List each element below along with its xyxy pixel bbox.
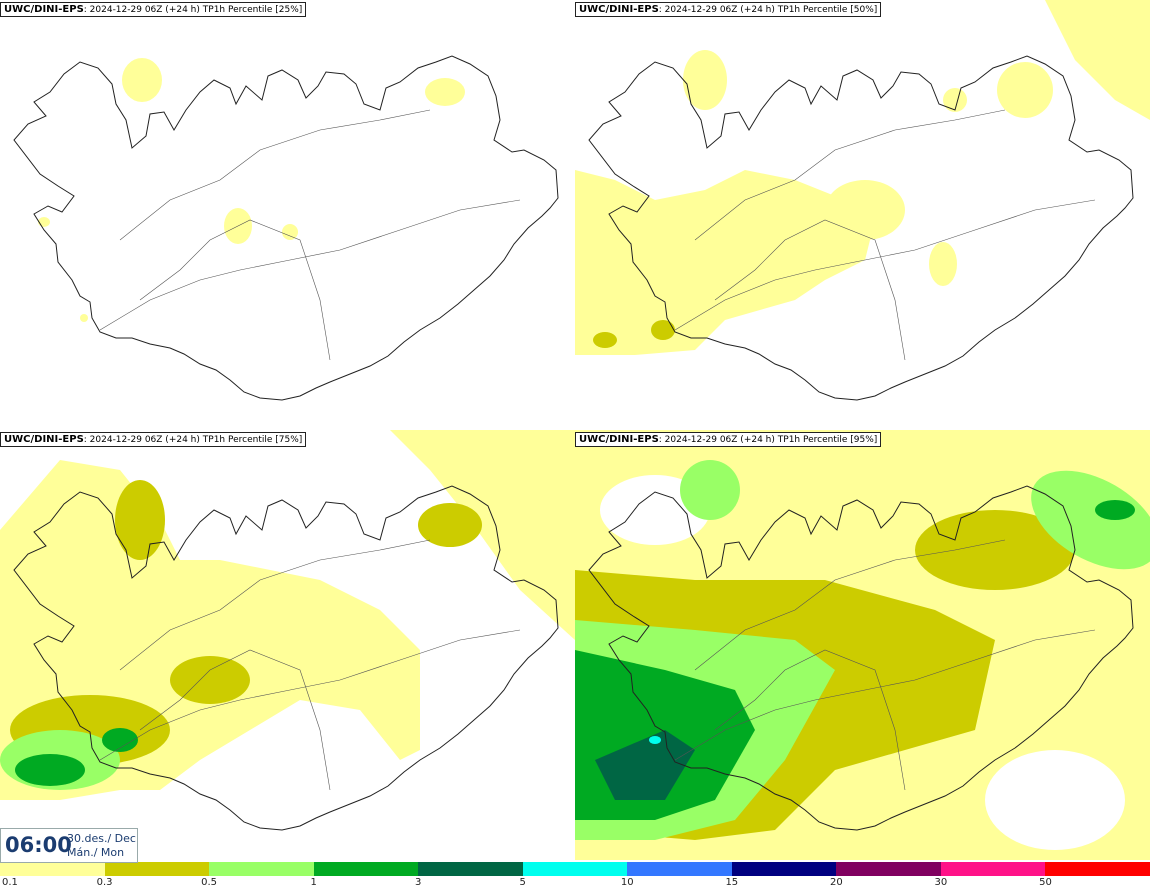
colorbar-label: 50	[1039, 877, 1052, 888]
valid-date-line2: Mán./ Mon	[67, 846, 125, 859]
colorbar-label: 5	[519, 877, 526, 888]
valid-date: 30.des./ Dec Mán./ Mon	[67, 832, 136, 860]
colorbar-label: 20	[829, 877, 843, 888]
roads	[99, 109, 521, 361]
colorbar-segment	[627, 862, 732, 876]
map-canvas	[0, 430, 575, 831]
precip-field	[38, 58, 465, 322]
colorbar-segment	[418, 862, 523, 876]
precip-field	[0, 430, 575, 800]
map-panel-95: UWC/DINI-EPS: 2024-12-29 06Z (+24 h) TP1…	[575, 430, 1150, 860]
valid-date-line1: 30.des./ Dec	[67, 832, 136, 845]
colorbar-label: 30	[934, 877, 948, 888]
valid-time: 06:00	[5, 833, 72, 857]
colorbar-segment	[522, 862, 628, 876]
colorbar-label: 1	[310, 877, 317, 888]
panel-title: UWC/DINI-EPS: 2024-12-29 06Z (+24 h) TP1…	[0, 432, 307, 447]
map-panel-50: UWC/DINI-EPS: 2024-12-29 06Z (+24 h) TP1…	[575, 0, 1150, 430]
map-canvas	[13, 55, 559, 401]
colorbar-segment	[313, 862, 419, 876]
valid-time-box: 06:00 30.des./ Dec Mán./ Mon	[0, 828, 138, 863]
map-panel-25: UWC/DINI-EPS: 2024-12-29 06Z (+24 h) TP1…	[0, 0, 575, 430]
colorbar-segment	[0, 862, 105, 876]
roads	[99, 539, 521, 791]
roads	[674, 109, 1096, 361]
panel-title: UWC/DINI-EPS: 2024-12-29 06Z (+24 h) TP1…	[0, 2, 307, 17]
colorbar-ticks: 0.1 0.3 0.5 1 3 5 10 15 20 30 50	[0, 876, 1150, 891]
colorbar-label: 3	[414, 877, 422, 888]
colorbar-segment	[940, 862, 1046, 876]
colorbar	[0, 862, 1150, 876]
panel-title: UWC/DINI-EPS: 2024-12-29 06Z (+24 h) TP1…	[575, 2, 882, 17]
colorbar-segment	[731, 862, 837, 876]
colorbar-label: 10	[620, 877, 634, 888]
map-canvas	[575, 430, 1150, 860]
colorbar-label: 0.3	[96, 877, 113, 888]
colorbar-label: 0.5	[201, 877, 218, 888]
colorbar-segment	[209, 862, 314, 876]
map-panel-75: UWC/DINI-EPS: 2024-12-29 06Z (+24 h) TP1…	[0, 430, 575, 860]
colorbar-segment	[104, 862, 210, 876]
colorbar-label: 15	[725, 877, 739, 888]
colorbar-label: 0.1	[2, 877, 18, 888]
roads	[674, 539, 1096, 791]
precip-field	[575, 0, 1150, 355]
precip-field	[575, 430, 1150, 860]
map-canvas	[575, 0, 1150, 401]
colorbar-segment	[1045, 862, 1150, 876]
colorbar-segment	[836, 862, 941, 876]
panel-title: UWC/DINI-EPS: 2024-12-29 06Z (+24 h) TP1…	[575, 432, 882, 447]
